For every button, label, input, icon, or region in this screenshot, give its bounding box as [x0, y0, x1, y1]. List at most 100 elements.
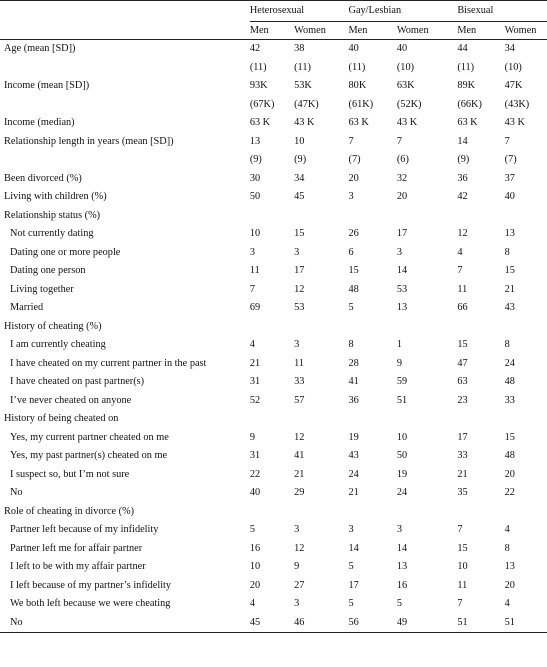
- value-cell: 13: [396, 561, 408, 572]
- value-cell: 10: [396, 431, 408, 443]
- subgroup-lesbian-women: Women: [396, 21, 458, 40]
- value-cell: [457, 207, 504, 226]
- value-cell: 4: [457, 246, 463, 258]
- value-cell: 11: [249, 265, 260, 276]
- value-cell: 52: [249, 394, 261, 406]
- value-cell: 3: [294, 339, 300, 350]
- value-cell: 3: [294, 524, 300, 535]
- value-cell: 15: [504, 265, 515, 276]
- value-cell: 80K: [348, 80, 367, 91]
- value-cell: 9: [396, 357, 403, 369]
- value-cell: 3: [396, 524, 403, 535]
- value-cell: 3: [249, 246, 255, 258]
- value-cell: (61K): [348, 98, 374, 110]
- value-cell: 43 K: [294, 117, 315, 128]
- value-cell: 7: [348, 135, 354, 147]
- value-cell: (10): [396, 61, 415, 73]
- value-cell: 14: [348, 542, 359, 554]
- value-cell: [397, 207, 457, 226]
- value-cell: 7: [457, 265, 463, 276]
- value-cell: 7: [457, 598, 463, 609]
- table-row: Married 69 53 5 13 66 43: [0, 299, 547, 318]
- table-row: Dating one person 11 17 15 14 7 15: [0, 262, 547, 281]
- value-cell: 93K: [249, 80, 268, 91]
- value-cell: 27: [294, 579, 305, 591]
- value-cell: 4: [504, 524, 510, 535]
- value-cell: 4: [249, 598, 255, 609]
- value-cell: 3: [396, 246, 403, 258]
- value-cell: 34: [294, 172, 305, 184]
- value-cell: 42: [249, 43, 261, 54]
- group-bisexual: Bisexual: [457, 0, 547, 22]
- table-header: Heterosexual Gay/Lesbian Bisexual Men Wo…: [0, 0, 547, 40]
- value-cell: 24: [396, 487, 408, 498]
- header-empty-cell: [0, 0, 250, 22]
- value-cell: 15: [504, 431, 515, 443]
- value-cell: 8: [348, 339, 354, 350]
- value-cell: 31: [249, 376, 261, 387]
- row-label: Relationship status (%): [4, 209, 101, 221]
- value-cell: 47K: [504, 80, 523, 91]
- row-label: [0, 151, 250, 170]
- value-cell: [397, 503, 457, 522]
- value-cell: 19: [348, 431, 359, 443]
- row-label: Yes, my past partner(s) cheated on me: [10, 450, 168, 461]
- row-label: I have cheated on my current partner in …: [10, 357, 207, 369]
- value-cell: [349, 410, 397, 429]
- value-cell: 43 K: [504, 117, 525, 128]
- table-row: (67K) (47K) (61K) (52K) (66K) (43K): [0, 96, 547, 115]
- value-cell: 57: [294, 394, 305, 406]
- row-label: Dating one person: [10, 265, 86, 276]
- table-body: Age (mean [SD]) 42 38 40 40 44 34 (11) (11) (11)(…: [0, 40, 547, 633]
- value-cell: 17: [457, 431, 468, 443]
- value-cell: 3: [348, 524, 354, 535]
- table-row: Yes, my current partner cheated on me 9 12…: [0, 429, 547, 448]
- table-row: Yes, my past partner(s) cheated on me 31 4…: [0, 447, 547, 466]
- value-cell: (11): [294, 61, 311, 73]
- value-cell: 46: [294, 613, 349, 633]
- value-cell: 28: [348, 357, 359, 369]
- row-label: Partner left me for affair partner: [10, 542, 143, 554]
- subgroup-header-row: Men Women Men Women Men Women: [0, 21, 547, 40]
- value-cell: 5: [348, 561, 354, 572]
- value-cell: 36: [348, 394, 359, 406]
- row-label: Not currently dating: [10, 228, 94, 239]
- value-cell: 11: [457, 579, 468, 591]
- value-cell: 21: [294, 468, 305, 480]
- value-cell: (9): [294, 154, 307, 165]
- table-row: Partner left me for affair partner 16 12 14…: [0, 540, 547, 559]
- value-cell: 38: [294, 43, 305, 54]
- value-cell: [457, 410, 504, 429]
- row-label: Living with children (%): [4, 191, 107, 202]
- value-cell: (11): [348, 61, 366, 73]
- value-cell: (11): [457, 61, 475, 73]
- table-row: Income (mean [SD]) 93K 53K 80K 63K 89K 47K: [0, 77, 547, 96]
- value-cell: 9: [294, 561, 300, 572]
- subgroup-hetero-women: Women: [294, 21, 349, 40]
- value-cell: 48: [348, 283, 359, 295]
- value-cell: [349, 207, 397, 226]
- row-label: [0, 59, 250, 78]
- value-cell: 3: [348, 191, 354, 202]
- value-cell: 33: [504, 394, 515, 406]
- value-cell: 48: [504, 450, 515, 461]
- value-cell: (7): [348, 154, 361, 165]
- table-row: Dating one or more people 3 3 6 3 4 8: [0, 244, 547, 263]
- value-cell: 5: [348, 598, 354, 609]
- table-row: Relationship status (%): [0, 207, 547, 226]
- value-cell: [250, 410, 294, 429]
- table-row: Relationship length in years (mean [SD])…: [0, 133, 547, 152]
- table-row: Living with children (%) 50 45 3 20 42 40: [0, 188, 547, 207]
- row-label: Yes, my current partner cheated on me: [10, 431, 169, 443]
- table-row: (11) (11) (11) (10) (11) (10): [0, 59, 547, 78]
- group-gay-lesbian: Gay/Lesbian: [348, 0, 458, 22]
- row-label: I’ve never cheated on anyone: [10, 394, 132, 406]
- value-cell: 53: [294, 302, 305, 313]
- value-cell: (43K): [504, 98, 530, 110]
- value-cell: 59: [396, 376, 408, 387]
- row-label: Living together: [10, 283, 74, 295]
- value-cell: 10: [457, 561, 468, 572]
- value-cell: 17: [396, 228, 408, 239]
- value-cell: 50: [249, 191, 261, 202]
- value-cell: 43 K: [396, 117, 418, 128]
